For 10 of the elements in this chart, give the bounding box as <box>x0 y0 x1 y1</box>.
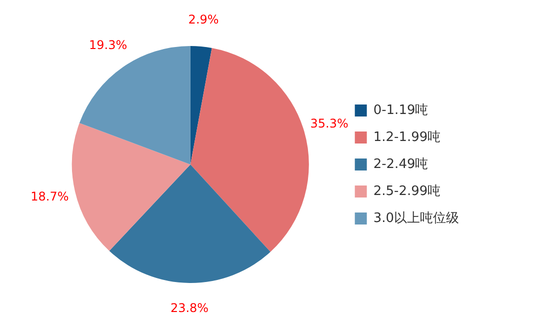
legend-label: 2.5-2.99吨 <box>373 184 441 199</box>
legend-label: 0-1.19吨 <box>373 102 428 118</box>
data-label: 2.9% <box>188 12 219 27</box>
legend-label: 3.0以上吨位级 <box>373 210 460 226</box>
data-label: 23.8% <box>170 301 209 316</box>
data-label: 18.7% <box>30 189 69 204</box>
legend-label: 1.2-1.99吨 <box>373 130 441 145</box>
data-label: 19.3% <box>89 38 128 52</box>
data-label: 35.3% <box>310 116 348 131</box>
legend-label: 2-2.49吨 <box>373 156 428 172</box>
